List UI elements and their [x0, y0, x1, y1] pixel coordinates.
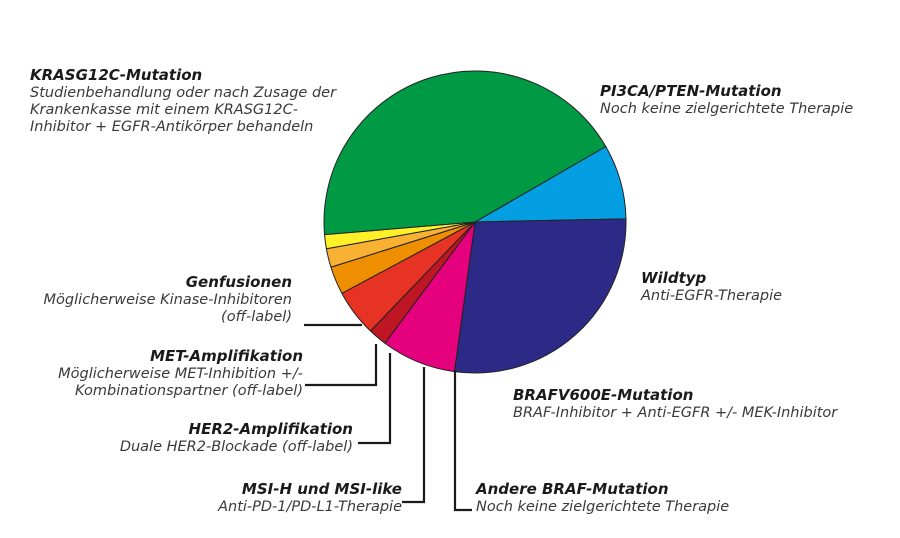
label-title-her2: HER2-Amplifikation	[188, 420, 353, 438]
label-therapy-met-1: Möglicherweise MET-Inhibition +/-	[58, 366, 303, 382]
label-title-genfusionen: Genfusionen	[185, 273, 292, 291]
label-therapy-met-2: Kombinationspartner (off-label)	[75, 383, 303, 399]
label-therapy-krasg12c-1: Studienbehandlung oder nach Zusage der	[30, 85, 337, 101]
label-her2: HER2-Amplifikation Duale HER2-Blockade (…	[120, 420, 353, 456]
label-therapy-wildtyp: Anti-EGFR-Therapie	[641, 288, 783, 304]
leader-line-andere-braf	[453, 370, 472, 512]
leader-line-met	[305, 344, 378, 387]
label-wildtyp: Wildtyp Anti-EGFR-Therapie	[641, 269, 782, 305]
label-title-met: MET-Amplifikation	[150, 347, 303, 365]
label-therapy-msi: Anti-PD-1/PD-L1-Therapie	[218, 499, 402, 515]
label-title-pi3ca: PI3CA/PTEN-Mutation	[600, 82, 782, 100]
label-brafv600e: BRAFV600E-Mutation BRAF-Inhibitor + Anti…	[513, 386, 837, 422]
label-therapy-krasg12c-3: Inhibitor + EGFR-Antikörper behandeln	[30, 119, 314, 135]
label-therapy-pi3ca: Noch keine zielgerichtete Therapie	[600, 101, 854, 117]
leader-line-her2	[358, 353, 392, 445]
leader-lines	[304, 323, 472, 512]
label-msi: MSI-H und MSI-like Anti-PD-1/PD-L1-Thera…	[218, 480, 402, 516]
label-therapy-genfusionen-2: (off-label)	[221, 309, 292, 325]
pie-slices	[323, 70, 627, 374]
label-title-krasg12c: KRASG12C-Mutation	[30, 66, 203, 84]
pie-slice-wildtyp	[453, 218, 627, 374]
label-andere-braf: Andere BRAF-Mutation Noch keine zielgeri…	[476, 480, 729, 516]
label-title-brafv600e: BRAFV600E-Mutation	[513, 386, 694, 404]
label-title-msi: MSI-H und MSI-like	[241, 480, 402, 498]
leader-line-msi	[402, 367, 426, 504]
label-therapy-genfusionen-1: Möglicherweise Kinase-Inhibitoren	[43, 292, 292, 308]
label-met: MET-Amplifikation Möglicherweise MET-Inh…	[58, 347, 303, 400]
label-title-wildtyp: Wildtyp	[641, 269, 707, 287]
label-therapy-brafv600e: BRAF-Inhibitor + Anti-EGFR +/- MEK-Inhib…	[513, 405, 838, 421]
label-genfusionen: Genfusionen Möglicherweise Kinase-Inhibi…	[44, 273, 292, 326]
label-therapy-her2: Duale HER2-Blockade (off-label)	[119, 439, 353, 455]
label-krasg12c: KRASG12C-Mutation Studienbehandlung oder…	[30, 66, 336, 136]
pie-slice-krasg12c	[323, 70, 607, 236]
label-therapy-andere-braf: Noch keine zielgerichtete Therapie	[476, 499, 730, 515]
label-therapy-krasg12c-2: Krankenkasse mit einem KRASG12C-	[30, 102, 298, 118]
label-pi3ca: PI3CA/PTEN-Mutation Noch keine zielgeric…	[600, 82, 853, 118]
label-title-andere-braf: Andere BRAF-Mutation	[476, 480, 669, 498]
